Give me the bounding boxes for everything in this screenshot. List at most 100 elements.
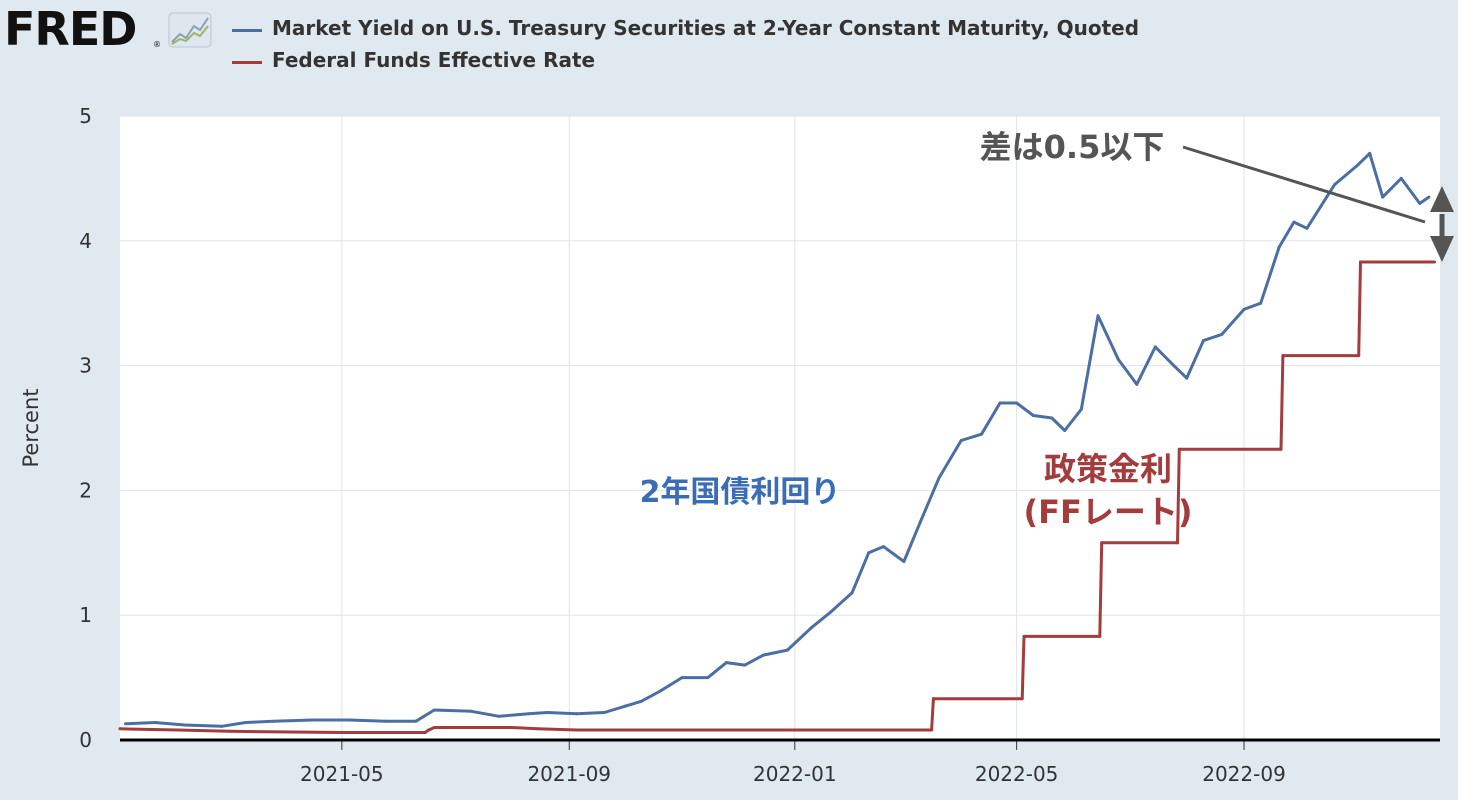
data-point — [347, 718, 351, 722]
data-point — [1079, 407, 1083, 411]
annotation-policy-rate-label: 政策金利 — [1044, 450, 1172, 488]
data-point — [639, 699, 643, 703]
data-point — [1015, 401, 1019, 405]
data-point — [1399, 176, 1403, 180]
gap-arrow-down-head — [1430, 236, 1454, 262]
annotation-ff-rate-label: (FFレート) — [1024, 493, 1193, 531]
data-point — [1201, 339, 1205, 343]
data-point — [575, 712, 579, 716]
data-point — [1259, 301, 1263, 305]
data-point — [1153, 345, 1157, 349]
plot-area — [120, 116, 1440, 740]
data-point — [998, 401, 1002, 405]
data-point — [271, 719, 275, 723]
data-point — [602, 711, 606, 714]
y-tick-label: 3 — [79, 354, 92, 378]
data-point — [1172, 364, 1176, 368]
data-point — [1418, 201, 1422, 205]
data-point — [1022, 634, 1026, 638]
data-point — [432, 708, 436, 712]
data-point — [1359, 260, 1362, 264]
data-point — [1135, 382, 1139, 386]
data-point — [575, 728, 579, 732]
x-tick-label: 2022-05 — [975, 762, 1059, 786]
data-point — [937, 476, 941, 480]
data-point — [1176, 541, 1179, 545]
x-tick-label: 2021-05 — [300, 762, 384, 786]
registered-mark: ® — [153, 40, 161, 49]
data-point — [1098, 634, 1102, 638]
chart-header: FRED ® Market Yield on U.S. Treasury Sec… — [0, 0, 1458, 100]
data-point — [724, 661, 728, 665]
data-point — [623, 704, 627, 708]
data-point — [1281, 354, 1285, 358]
data-point — [1277, 245, 1281, 249]
data-point — [414, 719, 418, 723]
data-point — [1427, 195, 1431, 199]
fred-logo[interactable]: FRED — [4, 2, 137, 56]
legend-label: Market Yield on U.S. Treasury Securities… — [272, 16, 1140, 40]
data-point — [469, 709, 473, 713]
data-point — [1355, 164, 1359, 168]
annotation-pointer-line — [1182, 145, 1426, 224]
y-tick-label: 4 — [79, 229, 92, 253]
data-point — [867, 551, 871, 555]
data-point — [680, 676, 684, 680]
data-point — [1220, 332, 1224, 336]
data-point — [310, 718, 314, 722]
data-point — [809, 626, 813, 630]
data-point — [930, 728, 934, 732]
data-point — [1185, 376, 1189, 380]
data-point — [743, 663, 747, 667]
x-tick-label: 2022-09 — [1202, 762, 1286, 786]
data-point — [785, 648, 789, 652]
legend-swatch — [232, 61, 262, 64]
data-point — [882, 545, 885, 549]
data-point — [1096, 314, 1100, 318]
legend-label: Federal Funds Effective Rate — [272, 48, 596, 72]
data-point — [220, 724, 224, 728]
annotation-gap-label: 差は0.5以下 — [980, 128, 1165, 166]
data-point — [761, 653, 765, 657]
y-tick-label: 0 — [79, 728, 92, 752]
data-point — [1333, 183, 1337, 187]
data-point — [1368, 151, 1372, 155]
data-point — [423, 731, 427, 734]
data-point — [1063, 429, 1067, 432]
data-point — [1242, 307, 1246, 311]
data-point — [919, 520, 922, 524]
data-point — [527, 712, 531, 716]
data-point — [183, 723, 187, 727]
data-point — [1279, 447, 1283, 451]
data-point — [118, 727, 122, 731]
data-point — [980, 432, 983, 436]
data-point — [850, 591, 854, 595]
data-point — [432, 726, 436, 729]
data-point — [902, 560, 906, 563]
data-point — [706, 676, 710, 680]
data-point — [1305, 226, 1309, 230]
data-point — [510, 726, 514, 729]
data-point — [1020, 697, 1024, 701]
data-point — [1031, 414, 1035, 417]
x-tick-label: 2021-09 — [527, 762, 611, 786]
data-point — [828, 611, 832, 615]
data-point — [545, 711, 549, 714]
data-point — [1100, 541, 1104, 545]
data-point — [1381, 195, 1385, 199]
line-chart-icon — [168, 12, 212, 48]
data-point — [384, 719, 388, 723]
data-point — [340, 731, 344, 734]
data-point — [1292, 220, 1296, 224]
data-point — [497, 714, 501, 718]
data-point — [227, 729, 231, 733]
y-tick-label: 1 — [79, 603, 92, 627]
data-point — [1050, 416, 1054, 420]
data-point — [427, 728, 431, 732]
data-point — [153, 721, 157, 724]
data-point — [1357, 354, 1361, 358]
x-tick-label: 2022-01 — [753, 762, 837, 786]
data-point — [124, 722, 127, 726]
y-tick-label: 2 — [79, 478, 92, 502]
